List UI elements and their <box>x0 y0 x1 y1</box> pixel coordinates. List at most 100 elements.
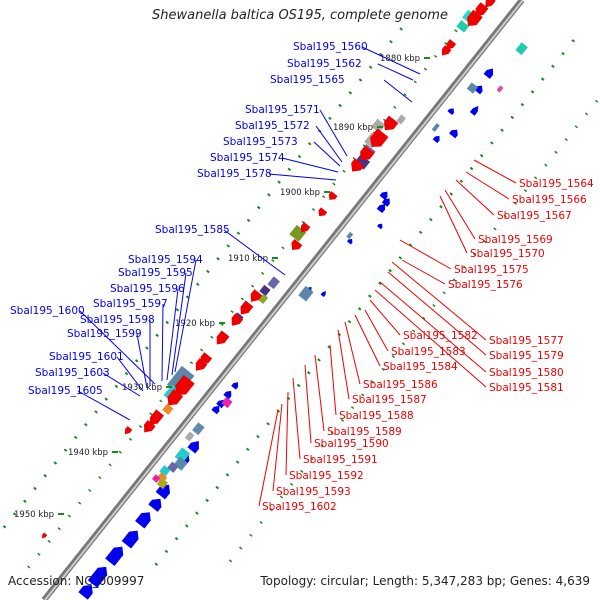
ring-tick <box>307 142 312 146</box>
ring-tick <box>449 192 453 196</box>
feature-block <box>162 403 174 415</box>
forward-gene <box>135 512 151 529</box>
reverse-gene-label: Sbal195_1577 <box>489 335 564 347</box>
ring-tick <box>510 115 515 120</box>
forward-callout-line <box>315 125 343 163</box>
ring-tick <box>368 294 372 298</box>
reverse-callout-line <box>391 261 487 341</box>
forward-gene <box>469 106 479 116</box>
ring-tick <box>520 102 525 107</box>
forward-gene <box>155 484 171 500</box>
reverse-gene <box>144 419 156 433</box>
reverse-gene <box>291 239 303 250</box>
ring-tick <box>350 406 355 410</box>
forward-callout-line <box>77 390 131 421</box>
ring-tick <box>403 93 407 97</box>
reverse-gene <box>124 426 133 435</box>
kbp-tick-label: 1930 kbp <box>122 383 162 393</box>
forward-gene <box>377 223 383 230</box>
ring-tick <box>311 208 316 212</box>
reverse-gene-label: Sbal195_1580 <box>489 367 564 379</box>
reverse-gene <box>167 389 184 406</box>
ring-tick <box>433 54 438 58</box>
reverse-callout-line <box>304 364 312 444</box>
reverse-gene <box>149 409 165 426</box>
reverse-strand-genes <box>41 0 496 539</box>
reverse-gene <box>467 9 483 27</box>
reverse-gene-callouts: Sbal195_1564 Sbal195_1566 Sbal195_1567 Sbal… <box>258 159 594 513</box>
ring-tick <box>155 333 159 338</box>
reverse-callout-line <box>387 271 487 356</box>
ring-tick <box>124 371 129 376</box>
forward-callout-line <box>166 288 179 381</box>
ring-tick <box>145 346 149 350</box>
reverse-gene <box>41 532 48 539</box>
accession-text: Accession: NC_009997 <box>8 574 145 588</box>
ring-tick <box>371 380 375 384</box>
reverse-gene-label: Sbal195_1586 <box>363 379 438 391</box>
ring-tick <box>240 297 244 301</box>
ring-tick <box>357 307 362 311</box>
ring-tick <box>281 246 285 250</box>
reverse-callout-line <box>272 403 283 492</box>
ring-tick <box>423 67 428 71</box>
ring-tick <box>259 520 263 525</box>
ring-tick <box>561 51 565 56</box>
reverse-callout-line <box>292 377 301 460</box>
ring-tick <box>379 52 383 57</box>
forward-gene-label: Sbal195_1600 <box>10 305 85 317</box>
reverse-callout-line <box>344 321 361 385</box>
ring-tick <box>332 182 336 186</box>
reverse-gene-label: Sbal195_1584 <box>383 361 458 373</box>
reverse-gene-label: Sbal195_1567 <box>497 210 572 222</box>
ring-tick <box>554 150 558 154</box>
forward-gene <box>320 291 326 298</box>
ring-tick <box>206 269 210 274</box>
forward-gene <box>211 405 220 415</box>
ring-tick <box>246 218 251 223</box>
ring-tick <box>310 457 314 461</box>
reverse-gene-label: Sbal195_1592 <box>289 470 364 482</box>
forward-callout-line <box>223 229 286 276</box>
forward-gene-label: Sbal195_1601 <box>49 351 124 363</box>
feature-block <box>267 276 280 290</box>
ring-tick <box>300 469 304 473</box>
feature-block <box>431 123 440 132</box>
reverse-callout-line <box>473 159 517 184</box>
forward-gene-callouts: Sbal195_1560 Sbal195_1562 Sbal195_1565 Sbal… <box>10 41 421 421</box>
forward-gene-label: Sbal195_1597 <box>93 298 168 310</box>
ring-tick <box>98 476 102 480</box>
forward-gene <box>105 546 124 567</box>
ring-tick <box>210 335 214 339</box>
ring-tick <box>226 244 231 248</box>
ring-tick <box>84 422 88 427</box>
ring-tick <box>256 205 261 210</box>
forward-gene <box>447 108 455 115</box>
feature-block <box>354 154 371 170</box>
ring-tick <box>175 308 180 312</box>
ring-tick <box>23 499 27 503</box>
forward-gene-label: Sbal195_1596 <box>110 283 185 295</box>
ring-tick <box>361 393 365 397</box>
ring-tick <box>330 431 334 435</box>
forward-gene-label: Sbal195_1560 <box>293 41 368 53</box>
ring-tick <box>149 412 153 416</box>
ring-tick <box>249 533 253 537</box>
forward-callout-line <box>383 79 413 103</box>
feature-block <box>221 396 233 409</box>
kbp-tick-label: 1890 kbp <box>333 123 373 133</box>
reverse-gene-label: Sbal195_1590 <box>314 438 389 450</box>
ring-tick <box>138 425 143 429</box>
ring-tick <box>429 217 433 222</box>
forward-gene-label: Sbal195_1603 <box>35 367 110 379</box>
reverse-gene <box>216 330 230 345</box>
ring-tick <box>411 329 416 333</box>
forward-gene-label: Sbal195_1595 <box>118 267 193 279</box>
ring-tick <box>154 562 159 566</box>
feature-block <box>184 431 195 442</box>
ring-tick <box>408 243 413 247</box>
ring-tick <box>479 153 484 158</box>
ring-tick <box>269 508 273 512</box>
reverse-callout-line <box>258 409 279 507</box>
